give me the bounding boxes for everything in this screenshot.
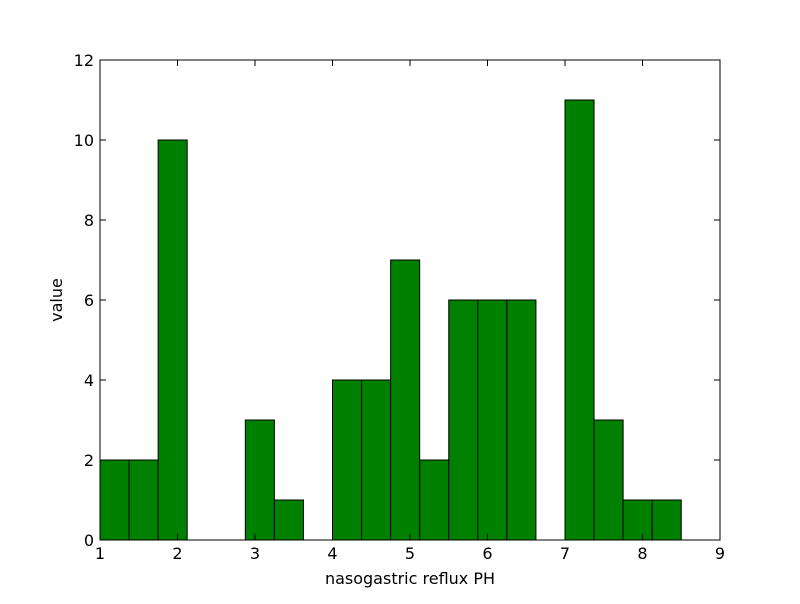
plot-frame bbox=[99, 59, 721, 541]
bar-8 bbox=[332, 379, 363, 541]
bar-14 bbox=[506, 299, 537, 541]
y-axis-label: value bbox=[47, 278, 66, 322]
bar-0 bbox=[99, 459, 130, 541]
x-tick-label-2: 2 bbox=[172, 544, 182, 563]
x-tick-label-6: 6 bbox=[482, 544, 492, 563]
x-tick-label-7: 7 bbox=[560, 544, 570, 563]
bar-5 bbox=[244, 419, 275, 541]
y-tick-label-4: 4 bbox=[84, 371, 94, 390]
x-axis-label: nasogastric reflux PH bbox=[325, 569, 495, 588]
x-tick-label-9: 9 bbox=[715, 544, 725, 563]
y-tick-label-12: 12 bbox=[74, 51, 94, 70]
y-tick-label-6: 6 bbox=[84, 291, 94, 310]
bar-17 bbox=[593, 419, 624, 541]
bars-group bbox=[99, 99, 682, 541]
bar-9 bbox=[361, 379, 392, 541]
bar-13 bbox=[477, 299, 508, 541]
bar-2 bbox=[157, 139, 188, 541]
bar-1 bbox=[128, 459, 159, 541]
bar-16 bbox=[564, 99, 595, 541]
bar-10 bbox=[390, 259, 421, 541]
bar-12 bbox=[448, 299, 479, 541]
bar-6 bbox=[273, 499, 304, 541]
x-tick-label-1: 1 bbox=[95, 544, 105, 563]
x-tick-label-3: 3 bbox=[250, 544, 260, 563]
y-tick-label-0: 0 bbox=[84, 531, 94, 550]
x-tick-label-8: 8 bbox=[637, 544, 647, 563]
x-tick-label-4: 4 bbox=[327, 544, 337, 563]
y-tick-label-8: 8 bbox=[84, 211, 94, 230]
bar-11 bbox=[419, 459, 450, 541]
bar-19 bbox=[651, 499, 682, 541]
y-tick-label-2: 2 bbox=[84, 451, 94, 470]
y-tick-label-10: 10 bbox=[74, 131, 94, 150]
x-tick-label-5: 5 bbox=[405, 544, 415, 563]
bar-18 bbox=[622, 499, 653, 541]
